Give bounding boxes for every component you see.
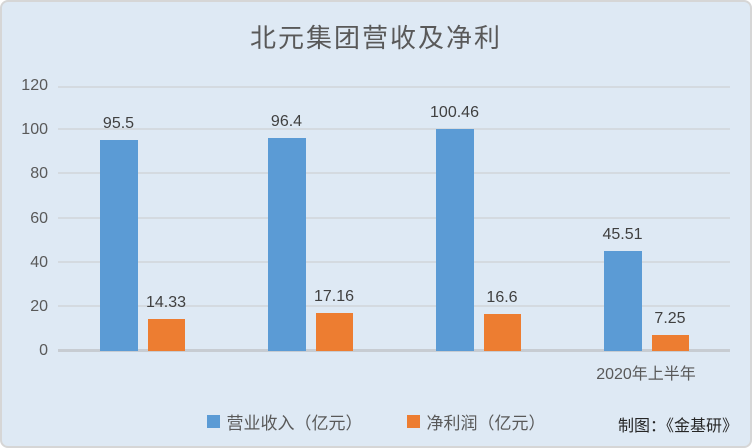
gridline (58, 86, 730, 88)
x-axis-line (58, 349, 730, 352)
x-axis-label-1 (58, 360, 226, 384)
y-axis-tick-label: 40 (30, 253, 48, 271)
data-label: 45.51 (602, 225, 643, 243)
x-axis-labels: 2020年上半年 (58, 360, 730, 384)
credit-label: 制图：《金基研》 (617, 418, 738, 435)
x-axis-label-3 (394, 360, 562, 384)
data-label: 95.5 (102, 115, 135, 133)
legend: 营业收入（亿元） 净利润（亿元） (2, 409, 750, 434)
y-axis-tick-label: 80 (30, 165, 48, 183)
x-axis-label-4: 2020年上半年 (596, 366, 696, 383)
bar-revenue-3: 100.46 (430, 104, 479, 351)
y-axis-tick-label: 60 (30, 209, 48, 227)
plot-area: 0 20 40 60 80 100 120 95.5 14.33 96.4 17.16 100.46 1… (21, 77, 730, 359)
gridline (58, 172, 730, 175)
bar-group-4: 45.51 7.25 (562, 86, 730, 351)
legend-swatch-icon (206, 415, 220, 428)
bar-revenue-1: 95.5 (99, 115, 138, 351)
x-axis-label-2 (226, 360, 394, 384)
chart-title: 北元集团营收及净利 (249, 23, 502, 53)
bar-revenue-2: 96.4 (267, 113, 306, 351)
bar-net-profit-1: 14.33 (146, 294, 186, 351)
data-label: 96.4 (270, 113, 303, 131)
gridline (58, 128, 730, 131)
y-axis-tick-label: 120 (21, 77, 48, 94)
legend-item-revenue: 营业收入（亿元） (206, 409, 363, 434)
gridline (58, 304, 730, 307)
y-axis-tick-label: 20 (30, 297, 48, 315)
data-label: 100.46 (430, 104, 479, 122)
gridline (58, 260, 730, 263)
data-label: 14.33 (145, 294, 187, 312)
bar-group-1: 95.5 14.33 (58, 86, 226, 351)
bar-group-3: 100.46 16.6 (394, 86, 562, 351)
y-axis-tick-label: 0 (39, 342, 48, 359)
bar-revenue-4: 45.51 (602, 226, 643, 351)
bar-net-profit-2: 17.16 (314, 288, 354, 351)
data-label: 7.25 (654, 310, 686, 327)
data-label: 16.6 (486, 289, 518, 307)
bar-group-2: 96.4 17.16 (226, 86, 394, 351)
legend-label: 净利润（亿元） (426, 414, 546, 433)
legend-swatch-icon (406, 415, 420, 428)
gridline (58, 216, 730, 219)
bar-net-profit-4: 7.25 (651, 310, 689, 351)
bar-net-profit-3: 16.6 (483, 289, 521, 351)
data-label: 17.16 (313, 288, 355, 306)
legend-label: 营业收入（亿元） (226, 414, 363, 433)
legend-item-net-profit: 净利润（亿元） (406, 409, 546, 434)
y-axis-tick-label: 100 (21, 121, 48, 139)
